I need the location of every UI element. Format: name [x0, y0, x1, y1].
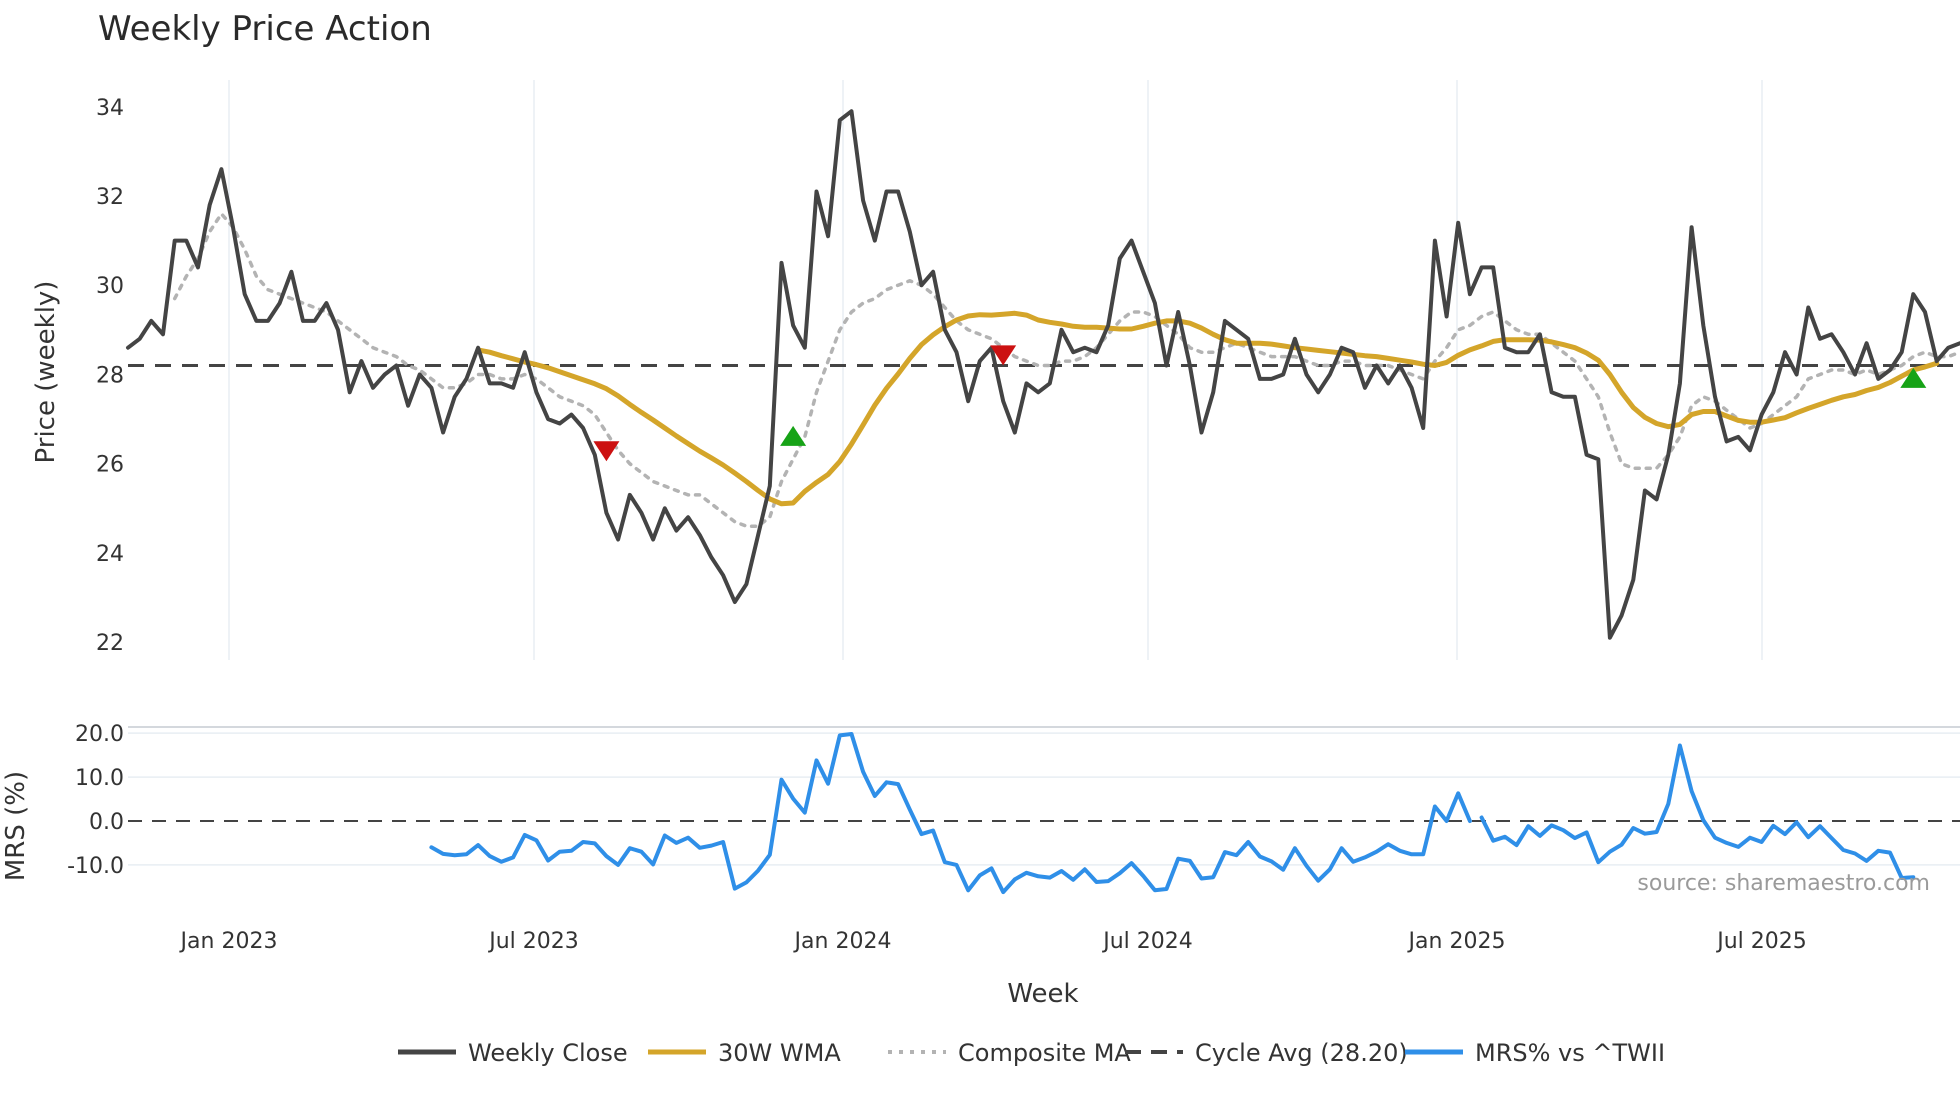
mrs-y-tick-label: 20.0 [75, 722, 124, 747]
mrs-y-tick-label: 10.0 [75, 766, 124, 791]
series-composite-ma [172, 212, 1960, 528]
sell-signal-marker [990, 345, 1017, 366]
price-y-tick-label: 22 [96, 631, 124, 656]
x-tick-label: Jul 2025 [1715, 929, 1807, 954]
price-y-tick-label: 32 [96, 185, 124, 210]
x-tick-label: Jan 2024 [793, 929, 892, 954]
legend-label: Cycle Avg (28.20) [1195, 1039, 1408, 1067]
series-30w-wma [475, 310, 1940, 507]
legend-label: Weekly Close [468, 1039, 628, 1067]
mrs-y-axis-title: MRS (%) [1, 771, 31, 881]
legend: Weekly Close 30W WMA Composite MA Cycle Avg… [398, 1039, 1665, 1067]
mrs-series [429, 732, 1916, 895]
mrs-y-tick-label: 0.0 [89, 810, 124, 835]
price-y-axis-title: Price (weekly) [31, 281, 61, 464]
x-tick-label: Jul 2023 [487, 929, 579, 954]
mrs-grid: -10.0 0.0 10.0 20.0 Jan 2023 Jul 2023 Jan 2024… [67, 722, 1960, 954]
legend-label: MRS% vs ^TWII [1475, 1039, 1665, 1067]
source-credit: source: sharemaestro.com [1637, 871, 1930, 896]
chart-title: Weekly Price Action [98, 9, 432, 49]
price-y-tick-label: 24 [96, 542, 124, 567]
price-y-tick-label: 28 [96, 363, 124, 388]
legend-label: Composite MA [958, 1039, 1131, 1067]
price-y-tick-label: 34 [96, 96, 124, 121]
price-grid: 22 24 26 28 30 32 34 [96, 80, 1960, 660]
buy-signal-marker [1900, 367, 1927, 388]
price-series [126, 109, 1960, 640]
price-y-tick-label: 30 [96, 274, 124, 299]
sell-signal-marker [593, 441, 620, 462]
x-tick-label: Jan 2023 [179, 929, 278, 954]
buy-signal-marker [780, 425, 807, 446]
series-weekly-close [126, 109, 1960, 640]
x-tick-label: Jul 2024 [1101, 929, 1193, 954]
series-mrs-vs-twii [429, 732, 1916, 895]
x-axis-title: Week [1007, 979, 1078, 1009]
mrs-y-tick-label: -10.0 [67, 854, 124, 879]
price-y-tick-label: 26 [96, 453, 124, 478]
x-tick-label: Jan 2025 [1407, 929, 1506, 954]
legend-label: 30W WMA [718, 1039, 841, 1067]
